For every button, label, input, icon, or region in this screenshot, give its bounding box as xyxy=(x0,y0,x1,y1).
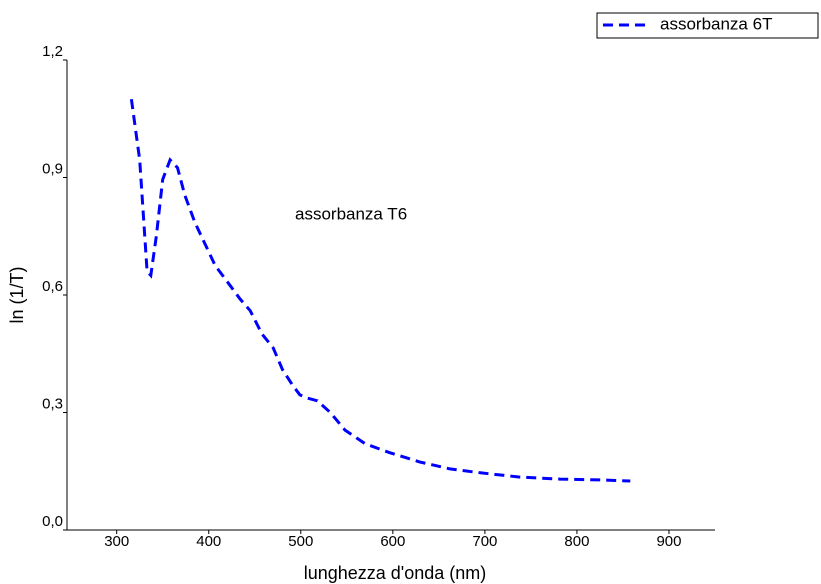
data-line xyxy=(129,98,631,483)
y-tick-label: 0,3 xyxy=(42,395,63,412)
legend-label: assorbanza 6T xyxy=(660,14,772,33)
y-tick-label: 0,0 xyxy=(42,513,63,530)
x-tick-label: 700 xyxy=(472,533,497,550)
x-tick-label: 600 xyxy=(380,533,405,550)
y-tick-label: 0,9 xyxy=(42,160,63,177)
x-tick-label: 500 xyxy=(288,533,313,550)
y-axis-label: ln (1/T) xyxy=(7,266,27,323)
x-tick-label: 800 xyxy=(564,533,589,550)
y-tick-label: 1,2 xyxy=(42,43,63,60)
x-axis-label: lunghezza d'onda (nm) xyxy=(304,563,487,583)
x-tick-label: 400 xyxy=(196,533,221,550)
legend-box xyxy=(596,12,819,39)
x-tick-label: 300 xyxy=(104,533,129,550)
annotation: assorbanza T6 xyxy=(295,204,407,223)
x-tick-label: 900 xyxy=(656,533,681,550)
y-tick-label: 0,6 xyxy=(42,278,63,295)
